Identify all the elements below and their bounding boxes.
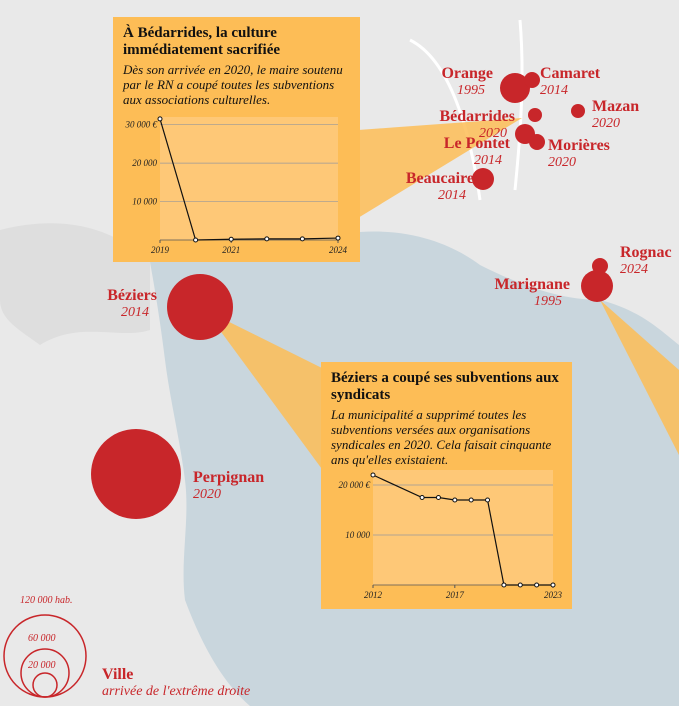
- data-point: [299, 236, 305, 242]
- city-marker: [581, 270, 613, 302]
- city-year: 1995: [457, 83, 485, 98]
- data-point: [193, 237, 199, 243]
- x-tick-label: 2024: [329, 245, 348, 255]
- city-name: Bédarrides: [439, 108, 515, 125]
- inset-title: À Bédarrides, la culture immédiatement s…: [123, 25, 281, 58]
- callout-wedge: [600, 300, 679, 455]
- data-point: [517, 582, 523, 588]
- data-point: [335, 235, 341, 241]
- city-name: Le Pontet: [444, 135, 511, 152]
- city-year: 2020: [592, 116, 620, 131]
- data-point: [157, 116, 163, 122]
- data-point: [452, 497, 458, 503]
- x-tick-label: 2012: [364, 590, 383, 600]
- data-point: [534, 582, 540, 588]
- inset-chart: 10 000 20 000 € 2012 2017 2023: [339, 470, 563, 600]
- y-tick-label: 20 000: [132, 158, 157, 168]
- x-tick-label: 2019: [151, 245, 170, 255]
- x-tick-label: 2023: [544, 590, 563, 600]
- city-marker: [571, 104, 585, 118]
- data-point: [228, 236, 234, 242]
- data-point: [264, 236, 270, 242]
- city-name: Marignane: [494, 276, 570, 293]
- y-tick-label: 10 000: [132, 197, 157, 207]
- inset-text: Dès son arrivée en 2020, le maire souten…: [123, 62, 343, 107]
- land-relief: [0, 223, 150, 345]
- inset-text: La municipalité a supprimé toutes les su…: [331, 407, 552, 467]
- data-point: [435, 495, 441, 500]
- plot-area: [160, 117, 338, 240]
- data-line: [159, 118, 339, 241]
- city-name: Rognac: [620, 244, 672, 261]
- data-point: [468, 497, 474, 503]
- city-year: 2014: [474, 153, 502, 168]
- data-point: [485, 497, 491, 503]
- inset-box: Béziers a coupé ses subventions aux synd…: [321, 362, 572, 609]
- city-marker: [592, 258, 608, 274]
- city-year: 1995: [534, 294, 562, 309]
- city-marker: [167, 274, 233, 340]
- data-point: [419, 495, 425, 500]
- city-name: Perpignan: [193, 469, 264, 486]
- inset-chart: 10 000 20 000 30 000 € 2019 2021 2024: [125, 116, 348, 255]
- city-year: 2014: [540, 83, 568, 98]
- y-tick-label: 20 000 €: [339, 480, 371, 490]
- legend-circle: [32, 672, 58, 698]
- callout-wedge: [205, 310, 330, 480]
- city-marker: [524, 72, 540, 88]
- city-name: Morières: [548, 137, 610, 154]
- inset-box: À Bédarrides, la culture immédiatement s…: [113, 17, 360, 262]
- legend-title: Ville: [102, 666, 133, 683]
- legend-circle: [3, 614, 87, 698]
- x-tick-label: 2021: [222, 245, 240, 255]
- city-marker: [500, 73, 530, 103]
- data-line: [372, 474, 553, 586]
- city-year: 2020: [193, 487, 221, 502]
- city-year: 2014: [121, 305, 149, 320]
- city-year: 2024: [620, 262, 648, 277]
- x-tick-label: 2017: [446, 590, 465, 600]
- city-year: 2020: [479, 126, 507, 141]
- city-name: Mazan: [592, 98, 639, 115]
- city-name: Camaret: [540, 65, 601, 82]
- city-marker: [529, 134, 545, 150]
- legend: 120 000 hab. 60 000 20 000 Ville arrivée…: [3, 595, 250, 699]
- data-point: [370, 472, 376, 478]
- city-marker: [91, 429, 181, 519]
- cities: Orange1995Camaret2014Bédarrides2020Mazan…: [91, 65, 672, 519]
- legend-size: 60 000: [28, 633, 56, 644]
- city-year: 2014: [438, 188, 466, 203]
- city-marker: [528, 108, 542, 122]
- legend-subtitle: arrivée de l'extrême droite: [102, 684, 250, 699]
- legend-size: 120 000 hab.: [20, 595, 73, 606]
- city-name: Orange: [441, 65, 493, 82]
- inset-title: Béziers a coupé ses subventions aux synd…: [331, 370, 559, 403]
- data-point: [550, 582, 556, 588]
- city-name: Béziers: [107, 287, 157, 304]
- legend-size: 20 000: [28, 660, 56, 671]
- data-point: [501, 582, 507, 588]
- y-tick-label: 30 000 €: [125, 120, 158, 130]
- y-tick-label: 10 000: [345, 530, 370, 540]
- city-marker: [472, 168, 494, 190]
- city-year: 2020: [548, 155, 576, 170]
- city-name: Beaucaire: [406, 170, 474, 187]
